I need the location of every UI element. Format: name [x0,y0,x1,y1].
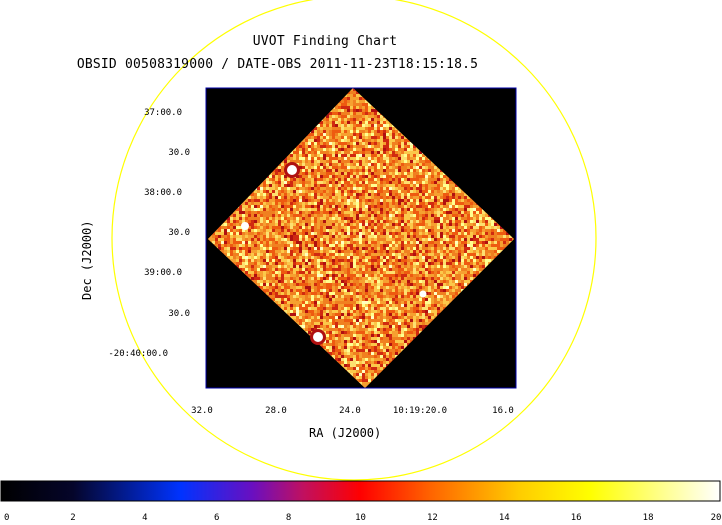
colorbar-tick-label: 18 [643,513,654,521]
ra-tick-labels: 32.0 28.0 24.0 10:19:20.0 16.0 [191,406,514,416]
bright-source [287,165,297,175]
dec-tick-label: 37:00.0 [144,108,182,118]
colorbar [1,481,720,501]
bright-source [420,291,427,298]
dec-tick-label: 38:00.0 [144,188,182,198]
colorbar-tick-labels: 0 2 4 6 8 10 12 14 16 18 20 [4,513,721,521]
dec-tick-label: 30.0 [168,148,190,158]
colorbar-tick-label: 0 [4,513,9,521]
colorbar-tick-label: 10 [355,513,366,521]
colorbar-tick-label: 16 [571,513,582,521]
ra-tick-label: 24.0 [339,406,361,416]
chart-subtitle: OBSID 00508319000 / DATE-OBS 2011-11-23T… [0,57,555,72]
bright-source [313,332,323,342]
dec-tick-label: 39:00.0 [144,268,182,278]
colorbar-tick-label: 12 [427,513,438,521]
ra-tick-label: 10:19:20.0 [393,406,447,416]
colorbar-tick-label: 6 [214,513,219,521]
dec-tick-label: 30.0 [168,228,190,238]
ra-tick-label: 32.0 [191,406,213,416]
ra-tick-label: 16.0 [492,406,514,416]
bright-source [241,222,249,230]
x-axis-label: RA (J2000) [309,426,381,440]
colorbar-tick-label: 14 [499,513,510,521]
dec-tick-label: 30.0 [168,309,190,319]
y-axis-label: Dec (J2000) [80,221,94,300]
chart-title: UVOT Finding Chart [0,34,650,49]
dec-tick-label: -20:40:00.0 [108,349,168,359]
colorbar-tick-label: 8 [286,513,291,521]
ra-tick-label: 28.0 [265,406,287,416]
dec-tick-labels: 37:00.0 30.0 38:00.0 30.0 39:00.0 30.0 -… [108,108,190,359]
colorbar-tick-label: 4 [142,513,147,521]
colorbar-tick-label: 2 [70,513,75,521]
colorbar-tick-label: 20 [711,513,722,521]
